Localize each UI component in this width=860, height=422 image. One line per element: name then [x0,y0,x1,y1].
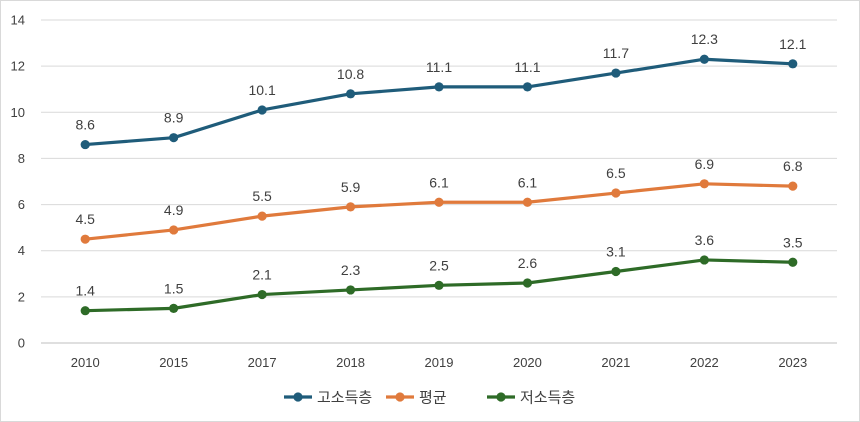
y-tick-label: 8 [18,151,25,166]
data-label: 8.9 [164,110,184,126]
data-point [434,280,444,290]
data-label: 6.8 [783,158,803,174]
data-label: 1.5 [164,280,184,296]
x-tick-label: 2018 [336,355,365,370]
data-point [611,68,621,78]
x-tick-label: 2010 [71,355,100,370]
axes: 0 2 4 6 8 10 12 14 2010 2015 2017 2018 2019 2020 2021 2… [11,13,808,371]
data-point [788,181,798,191]
gridlines [41,19,837,344]
data-point [169,303,179,313]
y-tick-label: 2 [18,289,25,304]
data-label: 4.5 [75,211,95,227]
x-tick-label: 2022 [690,355,719,370]
data-label: 4.9 [164,202,184,218]
data-point [788,257,798,267]
data-point [522,278,533,288]
data-point [611,266,621,277]
data-label: 10.1 [248,82,275,98]
data-label: 1.4 [75,283,95,299]
data-point [257,211,267,221]
x-tick-label: 2023 [778,355,807,370]
data-label: 2.5 [429,257,449,273]
data-label: 3.5 [783,234,803,250]
series-line [83,182,795,241]
data-label: 2.1 [252,267,272,283]
data-point [169,133,179,143]
data-label: 2.3 [341,262,361,278]
data-point [80,139,90,150]
data-point [522,197,533,207]
y-tick-label: 4 [18,243,25,258]
y-tick-label: 12 [11,59,25,74]
data-label: 6.9 [695,156,715,172]
data-label: 12.3 [691,31,718,47]
data-label: 6.1 [429,174,449,190]
data-label: 6.5 [606,165,626,181]
data-label: 11.7 [603,45,629,61]
legend-label: 고소득층 [317,390,372,407]
x-tick-label: 2015 [159,355,188,370]
data-label: 12.1 [779,36,806,52]
y-tick-label: 14 [11,13,25,28]
legend-marker [496,392,506,402]
data-point [80,234,90,244]
data-point [345,89,356,99]
data-label: 5.5 [252,188,272,204]
data-label: 5.9 [341,179,361,195]
data-label: 2.6 [518,255,538,271]
data-point [434,82,444,92]
x-tick-label: 2019 [425,355,454,370]
legend: 고소득층 평균 저소득층 [284,390,575,407]
data-point [788,59,798,69]
legend-marker [293,392,303,402]
data-label: 10.8 [337,66,364,82]
x-tick-label: 2021 [601,355,630,370]
series-lines [80,54,798,316]
data-point [80,306,90,316]
data-point [257,289,267,300]
data-labels: 8.6 8.9 10.1 10.8 11.1 11.1 11.7 12.3 12.1 4.5 4.9… [75,31,806,298]
legend-label: 저소득층 [520,390,575,407]
data-point [699,179,709,189]
y-tick-label: 0 [18,336,25,351]
legend-label: 평균 [419,390,447,407]
data-label: 3.1 [606,243,626,259]
data-label: 8.6 [75,117,95,133]
legend-marker [395,392,405,402]
data-point [169,225,179,235]
data-label: 6.1 [518,174,538,190]
data-point [345,202,356,212]
data-point [699,54,709,64]
y-tick-label: 10 [11,105,25,120]
data-point [257,105,267,115]
x-tick-label: 2020 [513,355,542,370]
data-label: 11.1 [426,59,452,75]
data-point [345,285,356,295]
x-tick-label: 2017 [248,355,277,370]
data-point [699,255,709,265]
data-label: 11.1 [514,59,540,75]
y-tick-label: 6 [18,197,25,212]
data-point [434,197,444,207]
data-label: 3.6 [695,232,715,248]
data-point [611,188,621,198]
data-point [522,82,533,92]
